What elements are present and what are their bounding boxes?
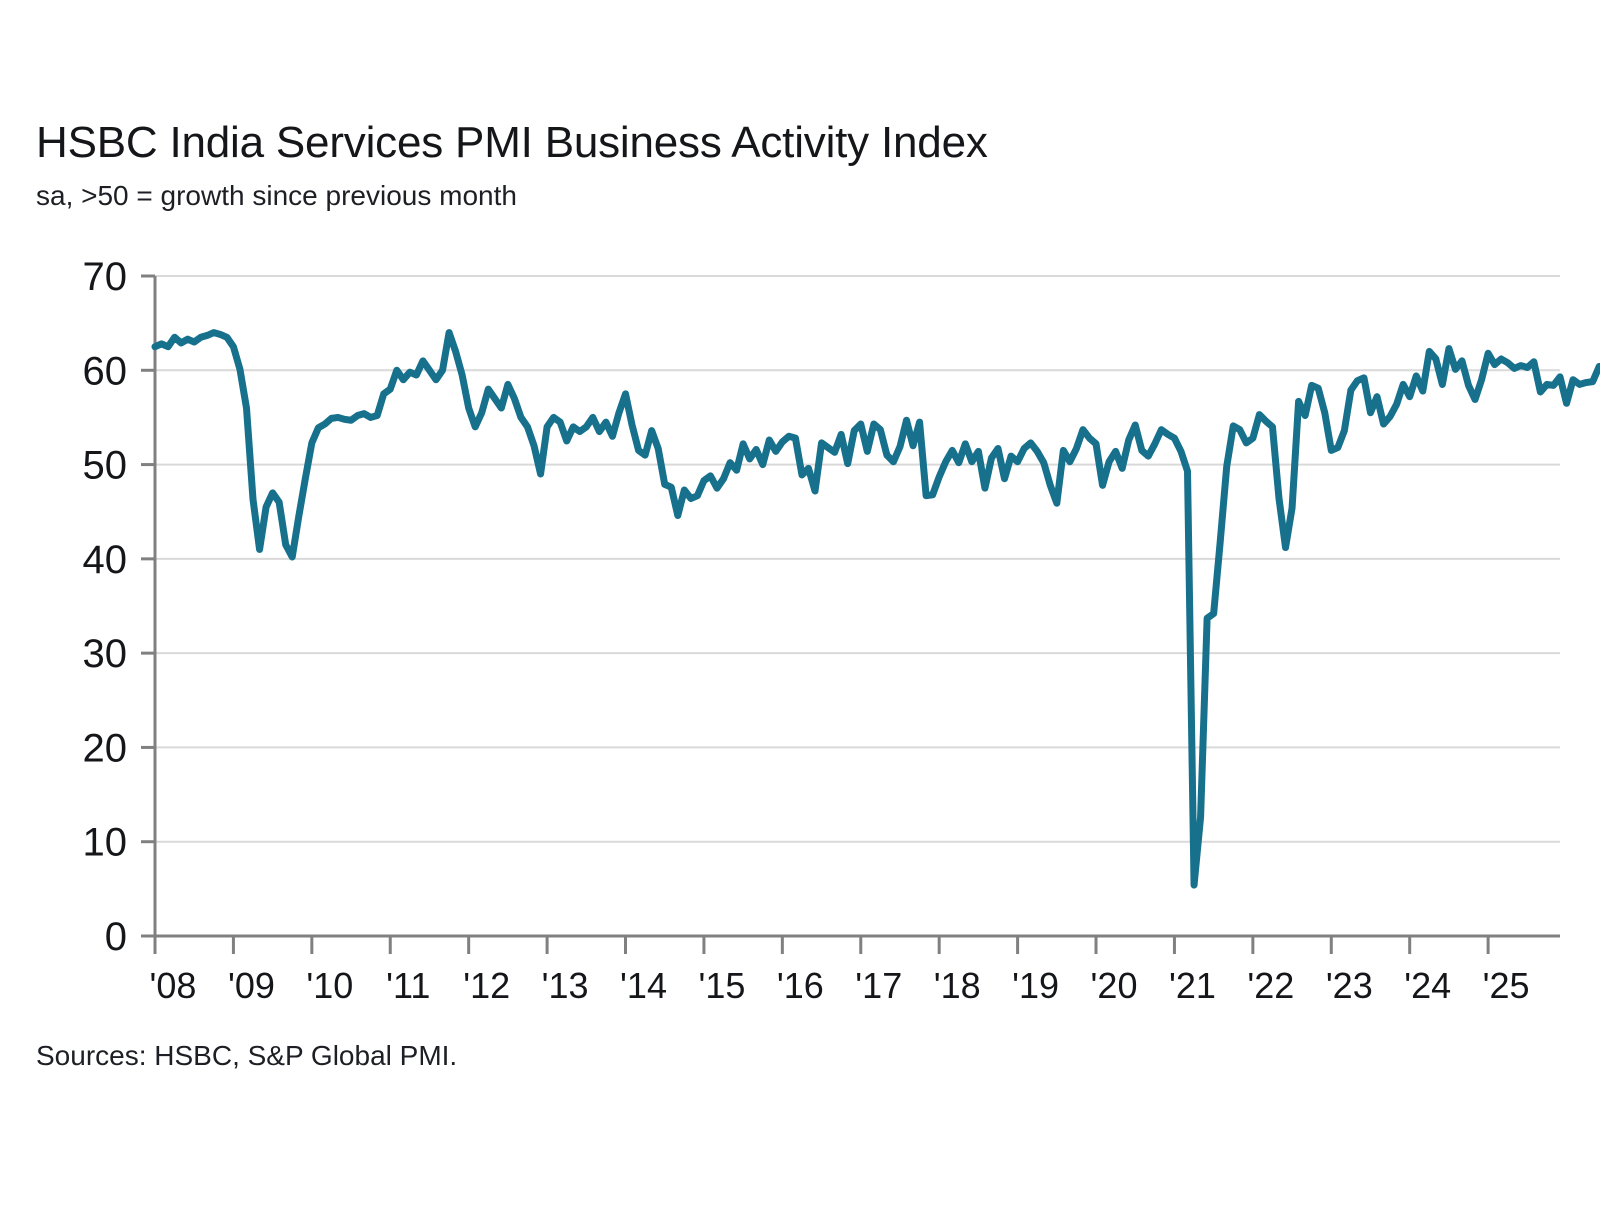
x-axis-tick-label: '17 — [855, 965, 902, 1006]
x-axis-tick-label: '18 — [934, 965, 981, 1006]
x-axis-ticks — [153, 936, 1490, 954]
x-axis-tick-label: '14 — [620, 965, 667, 1006]
y-axis-tick-label: 20 — [83, 726, 128, 770]
x-axis-tick-label: '19 — [1012, 965, 1059, 1006]
x-axis-tick-label: '10 — [306, 965, 353, 1006]
x-axis-tick-labels: '08 '09 '10 '11 '12 '13 '14 '15 '16 '17 '18 '19 '20 '… — [150, 965, 1530, 1006]
x-axis-tick-label: '08 — [150, 965, 197, 1006]
x-axis-tick-label: '15 — [698, 965, 745, 1006]
x-axis-tick-label: '21 — [1169, 965, 1216, 1006]
x-axis-tick-label: '22 — [1247, 965, 1294, 1006]
data-series-layer — [151, 329, 1600, 889]
x-axis-tick-label: '25 — [1483, 965, 1530, 1006]
page-title: HSBC India Services PMI Business Activit… — [36, 118, 988, 167]
y-axis-tick-label: 70 — [83, 255, 128, 299]
y-axis-tick-label: 40 — [83, 538, 128, 582]
x-axis-tick-label: '20 — [1091, 965, 1138, 1006]
x-axis-tick-label: '12 — [463, 965, 510, 1006]
x-axis-tick-label: '09 — [228, 965, 275, 1006]
y-axis-tick-label: 0 — [105, 915, 127, 959]
y-axis-tick-labels: 0 10 20 30 40 50 60 70 — [83, 255, 128, 959]
chart-subtitle: sa, >50 = growth since previous month — [36, 180, 517, 211]
pmi-series-line — [151, 329, 1600, 889]
y-axis-ticks — [141, 274, 155, 938]
y-axis-tick-label: 60 — [83, 349, 128, 393]
x-axis-tick-label: '13 — [542, 965, 589, 1006]
x-axis-tick-label: '23 — [1326, 965, 1373, 1006]
source-note: Sources: HSBC, S&P Global PMI. — [36, 1040, 458, 1071]
y-axis-tick-label: 50 — [83, 444, 128, 488]
x-axis-tick-label: '24 — [1404, 965, 1451, 1006]
y-axis-tick-label: 30 — [83, 632, 128, 676]
x-axis-tick-label: '11 — [386, 965, 430, 1006]
y-axis-tick-label: 10 — [83, 821, 128, 865]
gridlines — [155, 275, 1560, 843]
x-axis-tick-label: '16 — [777, 965, 824, 1006]
